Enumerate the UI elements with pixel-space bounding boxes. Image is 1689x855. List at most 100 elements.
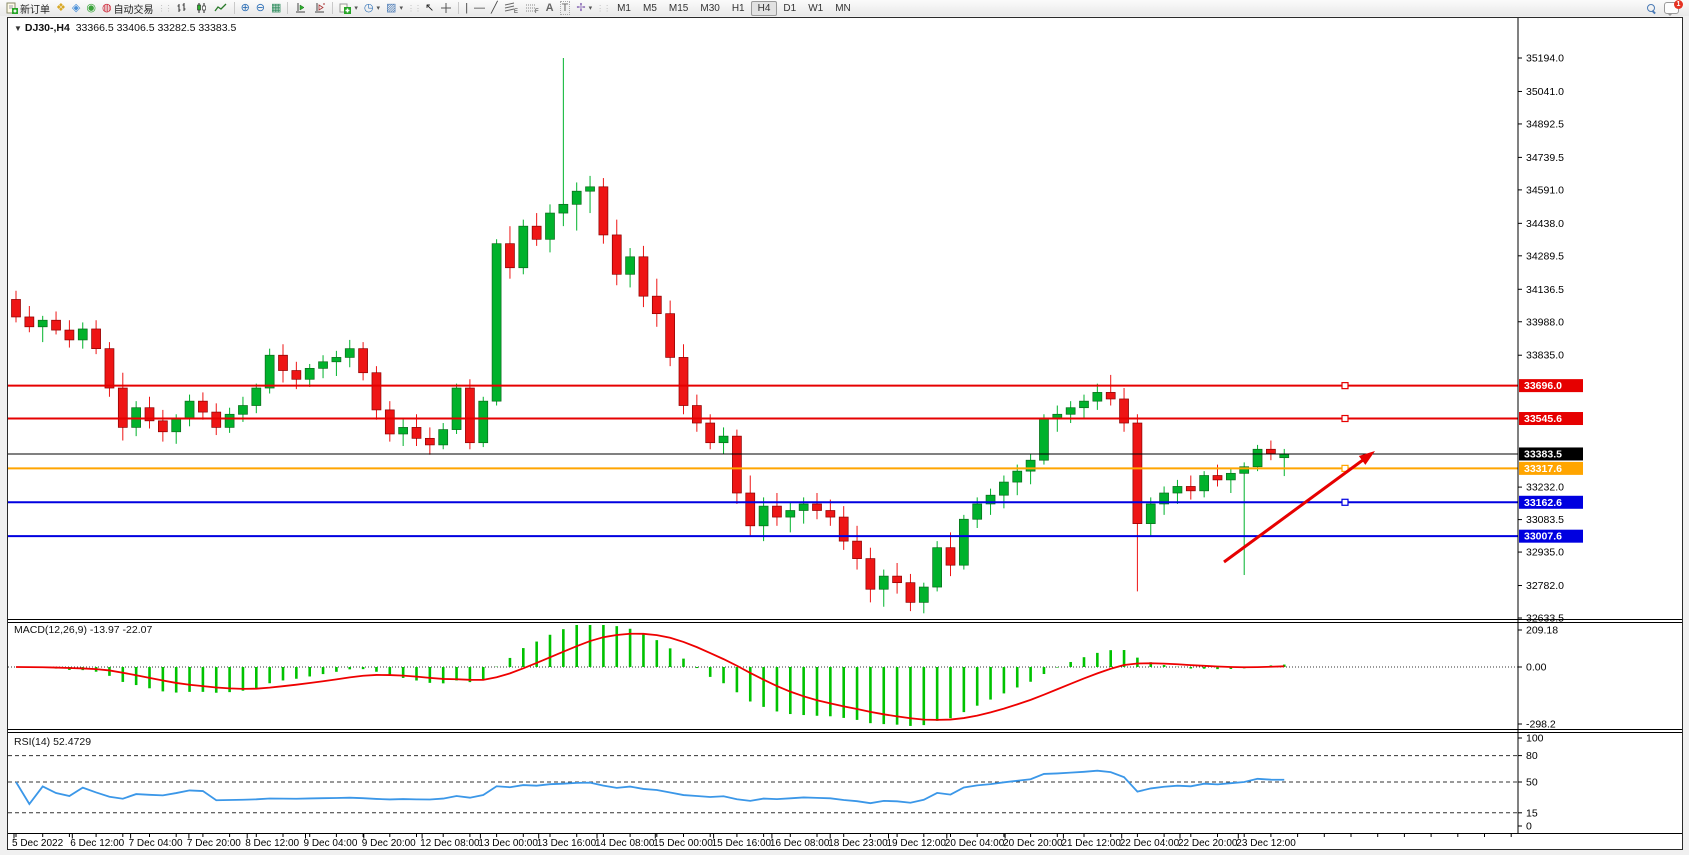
price-axis-tick: 32782.0 bbox=[1526, 580, 1564, 592]
new-order-icon bbox=[6, 2, 18, 14]
svg-text:33162.6: 33162.6 bbox=[1524, 497, 1562, 509]
macd-indicator-label: MACD(12,26,9) -13.97 -22.07 bbox=[14, 624, 153, 636]
vertical-line-button[interactable]: | bbox=[462, 1, 471, 15]
crosshair-button[interactable] bbox=[437, 1, 455, 15]
svg-text:33545.6: 33545.6 bbox=[1524, 413, 1562, 425]
horizontal-line-button[interactable]: — bbox=[471, 1, 488, 15]
svg-text:100: 100 bbox=[1526, 733, 1544, 745]
time-axis-label: 18 Dec 23:00 bbox=[828, 838, 888, 849]
vertical-line-icon: | bbox=[465, 2, 469, 14]
tab-timeframe-w1[interactable]: W1 bbox=[808, 2, 824, 14]
chat-bubble-tail bbox=[1667, 13, 1673, 16]
indicators-dropdown-arrow[interactable]: ▾ bbox=[354, 5, 358, 12]
price-axis-tick: 35041.0 bbox=[1526, 86, 1564, 98]
time-axis-label: 22 Dec 20:00 bbox=[1178, 838, 1238, 849]
svg-text:-298.2: -298.2 bbox=[1526, 719, 1556, 731]
time-axis-label: 22 Dec 04:00 bbox=[1120, 838, 1180, 849]
price-chart[interactable]: 35194.0 35041.0 34892.5 34739.5 34591.0 34438… bbox=[8, 18, 1682, 849]
periods-button[interactable]: ◷ ▾ bbox=[361, 1, 383, 15]
price-axis-tick: 34438.0 bbox=[1526, 218, 1564, 230]
fibonacci-button[interactable]: E bbox=[501, 1, 522, 15]
zoom-out-button[interactable]: ⊖ bbox=[253, 1, 268, 15]
time-axis-label: 9 Dec 20:00 bbox=[362, 838, 416, 849]
search-icon[interactable] bbox=[1647, 3, 1656, 14]
svg-text:0: 0 bbox=[1526, 821, 1532, 833]
svg-text:33317.6: 33317.6 bbox=[1524, 463, 1562, 475]
candlestick-chart-button[interactable] bbox=[192, 1, 211, 15]
rsi-indicator-label: RSI(14) 52.4729 bbox=[14, 736, 92, 748]
zoom-out-icon: ⊖ bbox=[255, 2, 265, 14]
crosshair-icon bbox=[441, 3, 452, 13]
line-chart-icon bbox=[214, 3, 227, 12]
notification-badge: 1 bbox=[1674, 0, 1683, 9]
tab-timeframe-mn[interactable]: MN bbox=[835, 2, 851, 14]
price-axis-tick: 33083.5 bbox=[1526, 514, 1564, 526]
arrows-button[interactable]: ✢ ▾ bbox=[573, 1, 595, 15]
periods-dropdown-arrow[interactable]: ▾ bbox=[376, 5, 381, 12]
market-watch-icon: ❖ bbox=[56, 2, 66, 14]
templates-icon: ▨ bbox=[386, 2, 397, 14]
chart-shift-button[interactable] bbox=[310, 1, 329, 15]
auto-scroll-button[interactable] bbox=[291, 1, 310, 15]
time-axis-label: 16 Dec 08:00 bbox=[770, 838, 830, 849]
text-label-button[interactable]: T bbox=[557, 1, 574, 15]
price-axis-tick: 32633.5 bbox=[1526, 613, 1564, 625]
templates-dropdown-arrow[interactable]: ▾ bbox=[399, 5, 403, 12]
arrows-dropdown-arrow[interactable]: ▾ bbox=[588, 5, 593, 12]
tab-timeframe-m5[interactable]: M5 bbox=[643, 2, 657, 14]
text-tool-button[interactable]: A bbox=[543, 1, 557, 15]
profile-button[interactable]: ◈ bbox=[69, 1, 83, 15]
svg-text:E: E bbox=[514, 9, 518, 14]
indicators-icon bbox=[339, 3, 352, 14]
svg-text:33383.5: 33383.5 bbox=[1524, 448, 1562, 460]
trendline-icon: ╱ bbox=[491, 2, 498, 14]
zoom-in-button[interactable]: ⊕ bbox=[238, 1, 253, 15]
svg-text:0.00: 0.00 bbox=[1526, 662, 1547, 674]
price-axis-tick: 34892.5 bbox=[1526, 118, 1564, 130]
time-axis-label: 20 Dec 20:00 bbox=[1003, 838, 1063, 849]
autotrade-button[interactable]: ◍ 自动交易 bbox=[99, 1, 157, 16]
new-order-button[interactable]: 新订单 bbox=[3, 1, 53, 16]
line-chart-button[interactable] bbox=[211, 1, 231, 15]
tab-timeframe-h4[interactable]: H4 bbox=[750, 0, 778, 16]
svg-text:80: 80 bbox=[1526, 750, 1538, 762]
tab-timeframe-h1[interactable]: H1 bbox=[731, 2, 745, 14]
tile-windows-button[interactable]: ▦ bbox=[268, 1, 284, 15]
chat-icon[interactable]: 1 bbox=[1664, 0, 1683, 16]
tab-timeframe-m1[interactable]: M1 bbox=[617, 2, 631, 14]
chart-title: ▼ DJ30-,H4 33366.5 33406.5 33282.5 33383.… bbox=[14, 22, 236, 34]
tab-timeframe-m30[interactable]: M30 bbox=[700, 2, 720, 14]
signals-button[interactable]: ◉ bbox=[83, 1, 99, 15]
text-t-icon: T bbox=[559, 1, 571, 15]
svg-text:33696.0: 33696.0 bbox=[1524, 380, 1562, 392]
price-axis-tick: 33232.0 bbox=[1526, 482, 1564, 494]
price-axis-tick: 34591.0 bbox=[1526, 184, 1564, 196]
toolbar-separator bbox=[332, 2, 334, 14]
tab-timeframe-d1[interactable]: D1 bbox=[783, 2, 797, 14]
toolbar-separator bbox=[287, 2, 289, 14]
autotrade-label: 自动交易 bbox=[113, 4, 154, 16]
channel-button[interactable]: F bbox=[522, 1, 543, 15]
indicators-button[interactable]: ▾ bbox=[336, 1, 361, 15]
time-axis-label: 6 Dec 12:00 bbox=[70, 838, 124, 849]
market-watch-button[interactable]: ❖ bbox=[53, 1, 69, 15]
time-axis-label: 8 Dec 12:00 bbox=[245, 838, 299, 849]
time-axis-label: 5 Dec 2022 bbox=[12, 838, 64, 849]
bar-chart-button[interactable] bbox=[173, 1, 192, 15]
chart-symbol: DJ30-,H4 bbox=[24, 22, 70, 34]
text-a-icon: A bbox=[545, 2, 554, 14]
auto-scroll-icon bbox=[296, 3, 306, 13]
time-axis-label: 14 Dec 08:00 bbox=[595, 838, 655, 849]
time-axis-label: 12 Dec 08:00 bbox=[420, 838, 480, 849]
price-axis-tick: 32935.0 bbox=[1526, 547, 1564, 559]
tab-timeframe-m15[interactable]: M15 bbox=[668, 2, 689, 14]
toolbar-separator bbox=[458, 2, 460, 14]
svg-text:50: 50 bbox=[1526, 777, 1538, 789]
cursor-button[interactable]: ↖ bbox=[422, 1, 437, 15]
chart-title-caret[interactable]: ▼ bbox=[14, 24, 22, 33]
trendline-button[interactable]: ╱ bbox=[488, 1, 501, 15]
price-axis-tick: 34739.5 bbox=[1526, 152, 1564, 164]
autotrade-icon: ◍ bbox=[101, 2, 112, 14]
templates-button[interactable]: ▨ ▾ bbox=[383, 1, 406, 15]
